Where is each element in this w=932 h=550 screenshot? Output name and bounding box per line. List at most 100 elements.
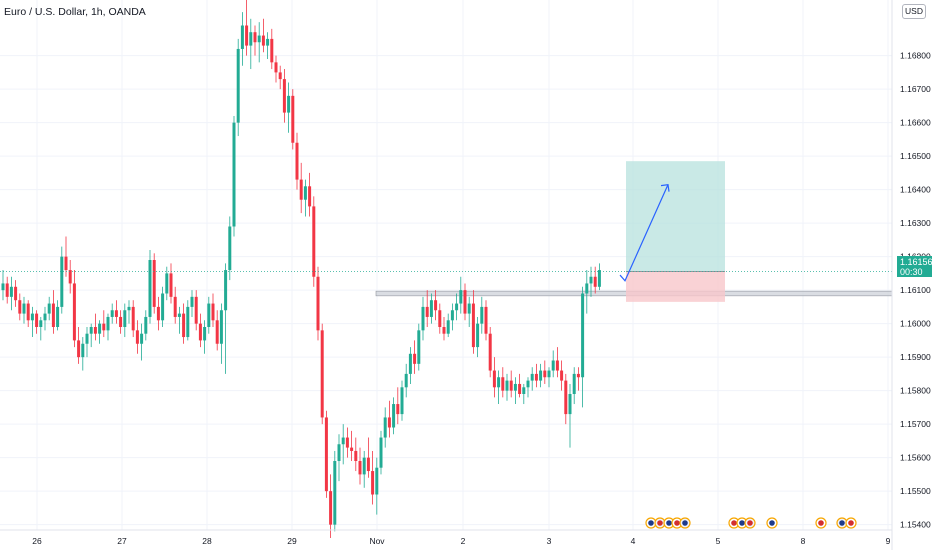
candle-body xyxy=(123,310,127,327)
candle-body xyxy=(299,179,303,200)
candle-body xyxy=(442,327,446,334)
candle-body xyxy=(18,300,22,314)
candle-body xyxy=(43,313,47,321)
candle-body xyxy=(539,370,543,381)
event-flag xyxy=(818,520,824,526)
time-tick-label: 8 xyxy=(801,536,806,546)
candle-body xyxy=(417,330,421,364)
candle-body xyxy=(324,417,328,492)
candle-body xyxy=(308,186,312,207)
event-marker-icon[interactable] xyxy=(679,517,691,529)
event-marker-icon[interactable] xyxy=(815,517,827,529)
candle-body xyxy=(526,380,530,388)
candle-body xyxy=(400,387,404,415)
candle-body xyxy=(161,293,165,321)
candle-body xyxy=(261,35,265,46)
candle-body xyxy=(530,373,534,381)
event-marker-icon[interactable] xyxy=(654,517,666,529)
event-flag xyxy=(769,520,775,526)
candle-body xyxy=(274,62,278,73)
candle-body xyxy=(215,320,219,344)
price-tick-label: 1.15500 xyxy=(900,486,931,496)
candle-body xyxy=(81,343,85,358)
candle-body xyxy=(89,327,93,334)
candle-body xyxy=(14,286,18,301)
candle-body xyxy=(287,95,291,113)
candle-body xyxy=(350,447,354,451)
candle-body xyxy=(312,206,316,277)
candle-body xyxy=(228,226,232,271)
position-target-zone xyxy=(626,161,725,272)
candle-body xyxy=(68,270,72,284)
event-flag xyxy=(731,520,737,526)
candle-body xyxy=(484,306,488,334)
candle-body xyxy=(278,72,282,80)
event-flag xyxy=(657,520,663,526)
candle-body xyxy=(551,360,555,371)
price-tick-label: 1.15600 xyxy=(900,453,931,463)
candle-body xyxy=(404,373,408,388)
event-flag xyxy=(674,520,680,526)
event-marker-icon[interactable] xyxy=(744,517,756,529)
candle-body xyxy=(593,276,597,287)
candle-body xyxy=(572,373,576,394)
candle-body xyxy=(253,32,257,43)
candle-body xyxy=(547,370,551,378)
candle-body xyxy=(135,330,139,344)
candle-body xyxy=(106,316,110,331)
event-marker-icon[interactable] xyxy=(766,517,778,529)
event-marker-icon[interactable] xyxy=(728,517,740,529)
candle-body xyxy=(446,320,450,334)
event-flag xyxy=(848,520,854,526)
candle-body xyxy=(341,437,345,445)
candle-body xyxy=(459,290,463,304)
candle-body xyxy=(597,270,601,287)
candle-body xyxy=(522,387,526,394)
candle-body xyxy=(1,283,5,291)
candle-body xyxy=(463,290,467,314)
price-tick-label: 1.16600 xyxy=(900,118,931,128)
economic-events[interactable] xyxy=(645,517,857,529)
candle-body xyxy=(93,327,97,334)
candle-body xyxy=(47,303,51,314)
candle-body xyxy=(425,306,429,317)
candle-body xyxy=(194,296,198,324)
candle-body xyxy=(35,313,39,327)
candle-body xyxy=(488,333,492,371)
time-axis[interactable]: 26 27 28 29 Nov 2 3 4 5 8 9 xyxy=(0,529,892,546)
candle-body xyxy=(177,313,181,317)
price-tick-label: 1.15900 xyxy=(900,352,931,362)
event-flag xyxy=(747,520,753,526)
candle-body xyxy=(303,186,307,200)
candle-body xyxy=(555,360,559,371)
candles xyxy=(1,0,601,539)
candle-body xyxy=(413,353,417,364)
candle-body xyxy=(589,276,593,284)
candle-body xyxy=(329,491,333,525)
projection-arrow xyxy=(619,184,669,282)
candle-body xyxy=(198,323,202,341)
candle-body xyxy=(408,353,412,374)
time-tick-label: Nov xyxy=(369,536,385,546)
event-marker-icon[interactable] xyxy=(845,517,857,529)
event-flag xyxy=(682,520,688,526)
candle-body xyxy=(64,256,68,271)
last-price-value: 1.16156 xyxy=(900,257,932,267)
candle-body xyxy=(316,276,320,331)
candle-body xyxy=(219,310,223,344)
candle-body xyxy=(295,142,299,180)
currency-button[interactable]: USD xyxy=(902,4,926,19)
candle-body xyxy=(282,79,286,113)
candle-body xyxy=(568,394,572,415)
candle-body xyxy=(375,467,379,495)
event-marker-icon[interactable] xyxy=(671,517,683,529)
candle-body xyxy=(387,417,391,428)
candle-body xyxy=(509,380,513,391)
candle-body xyxy=(505,380,509,391)
candle-body xyxy=(245,25,249,46)
event-marker-icon[interactable] xyxy=(645,517,657,529)
candle-body xyxy=(291,95,295,143)
candle-body xyxy=(203,327,207,341)
candle-body xyxy=(543,370,547,378)
